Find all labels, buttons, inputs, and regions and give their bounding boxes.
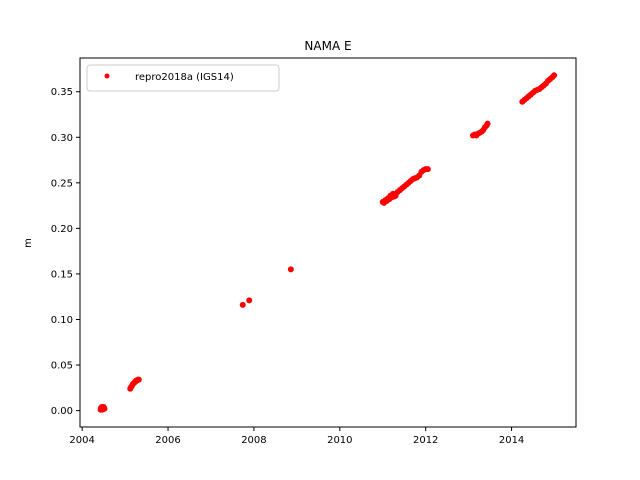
data-point: [246, 297, 253, 304]
data-point: [424, 166, 431, 173]
plot-frame: [79, 57, 577, 428]
plot-area: 2004 2006 2008 2010 2012 2014 0.00 0.05 0.10 0.15…: [51, 72, 558, 446]
legend: repro2018a (IGS14): [86, 64, 280, 92]
data-point: [484, 120, 491, 127]
y-tick-label: 0.30: [51, 133, 73, 144]
y-tick-label: 0.20: [51, 224, 73, 235]
data-point: [287, 266, 294, 273]
x-tick-label: 2014: [499, 435, 524, 446]
y-tick-label: 0.10: [51, 315, 73, 326]
data-point: [135, 376, 142, 383]
x-tick-label: 2004: [69, 435, 94, 446]
legend-marker: [104, 73, 110, 79]
x-tick-label: 2010: [327, 435, 352, 446]
chart-title: NAMA E: [304, 39, 351, 53]
y-tick-label: 0.35: [51, 87, 73, 98]
y-tick-label: 0.15: [51, 269, 73, 280]
y-axis-label: m: [23, 238, 34, 248]
data-point: [551, 72, 558, 79]
y-tick-label: 0.00: [51, 406, 73, 417]
legend-box: [86, 64, 280, 92]
data-point: [239, 301, 246, 308]
legend-label: repro2018a (IGS14): [135, 72, 234, 83]
x-tick-label: 2006: [155, 435, 180, 446]
x-tick-label: 2012: [413, 435, 438, 446]
y-tick-label: 0.25: [51, 178, 73, 189]
y-tick-label: 0.05: [51, 361, 73, 372]
x-tick-label: 2008: [241, 435, 266, 446]
data-point: [101, 405, 108, 412]
